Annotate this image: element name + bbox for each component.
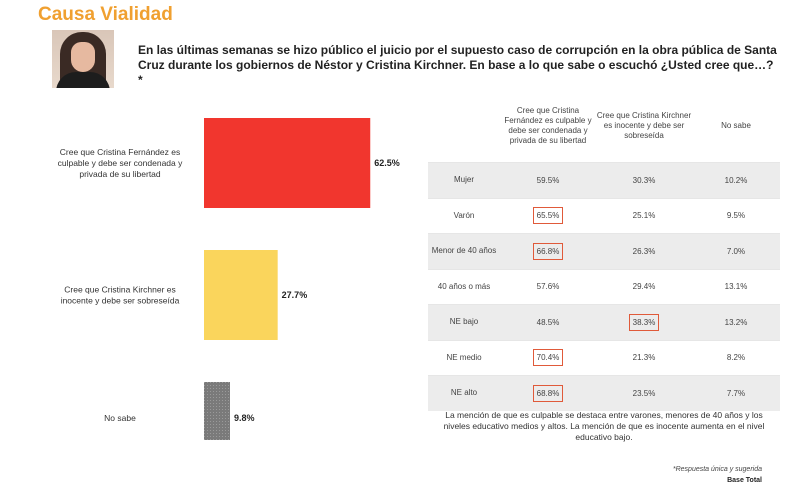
table-cell-highlighted: 66.8% <box>532 242 564 260</box>
table-cell-highlighted: 68.8% <box>532 384 564 402</box>
table-row: 40 años o más 57.6% 29.4% 13.1% <box>428 268 780 305</box>
table-header: Cree que Cristina Fernández es culpable … <box>428 90 780 162</box>
table-row: Mujer 59.5% 30.3% 10.2% <box>428 162 780 198</box>
table-cell: 29.4% <box>632 282 656 292</box>
bar-category-label: Cree que Cristina Fernández es culpable y… <box>58 147 184 179</box>
table-cell: 13.2% <box>724 317 748 327</box>
table-row: Menor de 40 años 66.8% 26.3% 7.0% <box>428 233 780 269</box>
table-cell-highlighted: 65.5% <box>532 207 564 225</box>
header-col-nosabe: No sabe <box>721 121 751 130</box>
bar-2 <box>204 382 230 440</box>
table-cell-highlighted: 38.3% <box>628 313 660 331</box>
table-cell: 8.2% <box>726 353 746 363</box>
table-cell: 26.3% <box>632 246 656 256</box>
page-title: Causa Vialidad <box>38 4 173 25</box>
bar-chart: 62.5% Cree que Cristina Fernández es culpa… <box>58 118 400 440</box>
header-col-culpable: Cree que Cristina Fernández es culpable … <box>504 106 592 145</box>
row-label: Mujer <box>453 175 474 185</box>
row-label: 40 años o más <box>437 281 491 291</box>
bar-category-label: No sabe <box>104 413 136 423</box>
table-cell: 9.5% <box>726 211 746 221</box>
bar-category-label: Cree que Cristina Kirchner es inocente y … <box>61 285 180 306</box>
bar-value-label: 27.7% <box>282 290 308 300</box>
analysis-note: La mención de que es culpable se destaca… <box>443 410 765 442</box>
bar-value-label: 9.8% <box>234 413 255 423</box>
table-cell: 25.1% <box>632 211 656 221</box>
table-cell: 23.5% <box>632 388 656 398</box>
bar-1 <box>204 250 278 340</box>
table-cell: 10.2% <box>724 175 748 185</box>
row-label: Varón <box>453 210 475 220</box>
survey-question: En las últimas semanas se hizo público e… <box>138 43 777 87</box>
table-row: NE alto 68.8% 23.5% 7.7% <box>428 375 780 411</box>
crosstab-table: Cree que Cristina Fernández es culpable … <box>428 90 780 411</box>
table-cell: 21.3% <box>632 353 656 363</box>
header-col-inocente: Cree que Cristina Kirchner es inocente y… <box>596 111 692 140</box>
row-label: NE medio <box>446 352 482 362</box>
table-cell: 13.1% <box>724 282 748 292</box>
table-row: NE bajo 48.5% 38.3% 13.2% <box>428 304 780 340</box>
table-cell: 57.6% <box>536 282 560 292</box>
table-cell: 59.5% <box>536 175 560 185</box>
table-cell: 48.5% <box>536 317 560 327</box>
avatar <box>52 30 114 88</box>
table-cell: 30.3% <box>632 175 656 185</box>
base-label: Base Total <box>727 477 762 484</box>
table-row: Varón 65.5% 25.1% 9.5% <box>428 197 780 234</box>
table-cell-highlighted: 70.4% <box>532 349 564 367</box>
table-row: NE medio 70.4% 21.3% 8.2% <box>428 339 780 376</box>
table-cell: 7.7% <box>726 388 746 398</box>
footnote: *Respuesta única y sugerida <box>672 466 762 473</box>
row-label: NE alto <box>450 388 478 398</box>
row-label: NE bajo <box>449 317 479 327</box>
table-cell: 7.0% <box>726 246 746 256</box>
row-label: Menor de 40 años <box>431 246 497 256</box>
bar-0 <box>204 118 371 208</box>
bar-value-label: 62.5% <box>374 158 400 168</box>
